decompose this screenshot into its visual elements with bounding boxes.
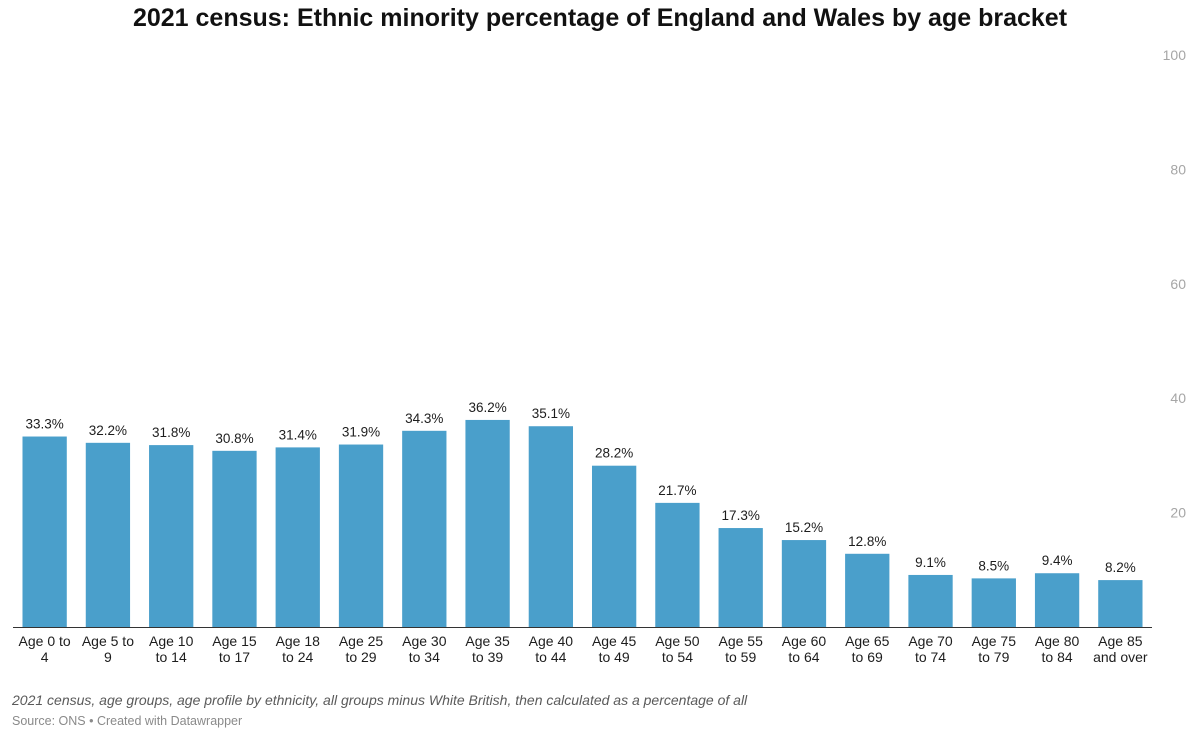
bar <box>908 574 953 627</box>
y-tick-label: 40 <box>1170 390 1186 406</box>
bar-value-label: 17.3% <box>722 508 760 523</box>
x-tick-label: Age 18 to 24 <box>276 633 321 665</box>
bars-group: 33.3% 32.2% 31.8% 30.8% 31.4% 31.9% 34.3% 36.2%… <box>22 400 1143 627</box>
bar-value-label: 15.2% <box>785 520 823 535</box>
bar <box>465 419 510 627</box>
x-tick-label: Age 65 to 69 <box>845 633 890 665</box>
x-tick-label: Age 55 to 59 <box>719 633 764 665</box>
bar <box>1098 580 1143 627</box>
bar-value-label: 8.5% <box>978 558 1009 573</box>
bar-value-label: 36.2% <box>468 400 506 415</box>
x-tick-label: Age 50 to 54 <box>655 633 700 665</box>
bar-value-label: 35.1% <box>532 406 570 421</box>
y-tick-label: 80 <box>1170 161 1186 177</box>
x-tick-label: Age 80 to 84 <box>1035 633 1080 665</box>
bar-value-label: 31.8% <box>152 425 190 440</box>
y-axis: 20 40 60 80 100 <box>1163 47 1187 521</box>
chart-title: 2021 census: Ethnic minority percentage … <box>132 4 1068 32</box>
bar-value-label: 8.2% <box>1105 560 1136 575</box>
bar-value-label: 34.3% <box>405 411 443 426</box>
bar-value-label: 32.2% <box>89 423 127 438</box>
bar-value-label: 33.3% <box>25 417 63 432</box>
x-tick-label: Age 75 to 79 <box>972 633 1017 665</box>
bar-value-label: 31.9% <box>342 425 380 440</box>
bar-value-label: 28.2% <box>595 446 633 461</box>
x-tick-label: Age 0 to 4 <box>19 633 71 665</box>
bar-value-label: 21.7% <box>658 483 696 498</box>
x-tick-label: Age 25 to 29 <box>339 633 384 665</box>
chart-note: 2021 census, age groups, age profile by … <box>12 692 748 708</box>
bar <box>212 450 257 627</box>
x-tick-label: Age 60 to 64 <box>782 633 827 665</box>
x-tick-label: Age 30 to 34 <box>402 633 447 665</box>
bar <box>591 465 637 627</box>
x-tick-label: Age 35 to 39 <box>465 633 510 665</box>
x-tick-label: Age 15 to 17 <box>212 633 257 665</box>
x-tick-label: Age 5 to 9 <box>82 633 134 665</box>
bar-value-label: 30.8% <box>215 431 253 446</box>
bar <box>85 442 131 627</box>
x-tick-label: Age 45 to 49 <box>592 633 637 665</box>
x-tick-label: Age 70 to 74 <box>908 633 953 665</box>
bar <box>781 540 827 627</box>
y-tick-label: 60 <box>1170 276 1186 292</box>
bar <box>718 528 763 627</box>
bar <box>845 553 890 627</box>
x-axis-labels: Age 0 to 4 Age 5 to 9 Age 10 to 14 Age 15 to 17… <box>19 633 1148 665</box>
bar-value-label: 9.1% <box>915 555 946 570</box>
bar <box>402 430 447 627</box>
bar <box>528 426 574 627</box>
x-tick-label: Age 85 and over <box>1093 633 1148 665</box>
bar <box>971 578 1016 627</box>
chart-source: Source: ONS • Created with Datawrapper <box>12 714 243 728</box>
bar <box>275 447 320 627</box>
x-tick-label: Age 10 to 14 <box>149 633 194 665</box>
bar <box>149 445 194 627</box>
bar <box>1034 573 1080 627</box>
x-tick-label: Age 40 to 44 <box>529 633 574 665</box>
bar <box>655 502 700 627</box>
y-tick-label: 20 <box>1170 505 1186 521</box>
bar <box>338 444 384 627</box>
bar-value-label: 31.4% <box>279 427 317 442</box>
bar-value-label: 9.4% <box>1042 553 1073 568</box>
bar-value-label: 12.8% <box>848 534 886 549</box>
bar <box>22 436 67 627</box>
y-tick-label: 100 <box>1163 47 1187 63</box>
